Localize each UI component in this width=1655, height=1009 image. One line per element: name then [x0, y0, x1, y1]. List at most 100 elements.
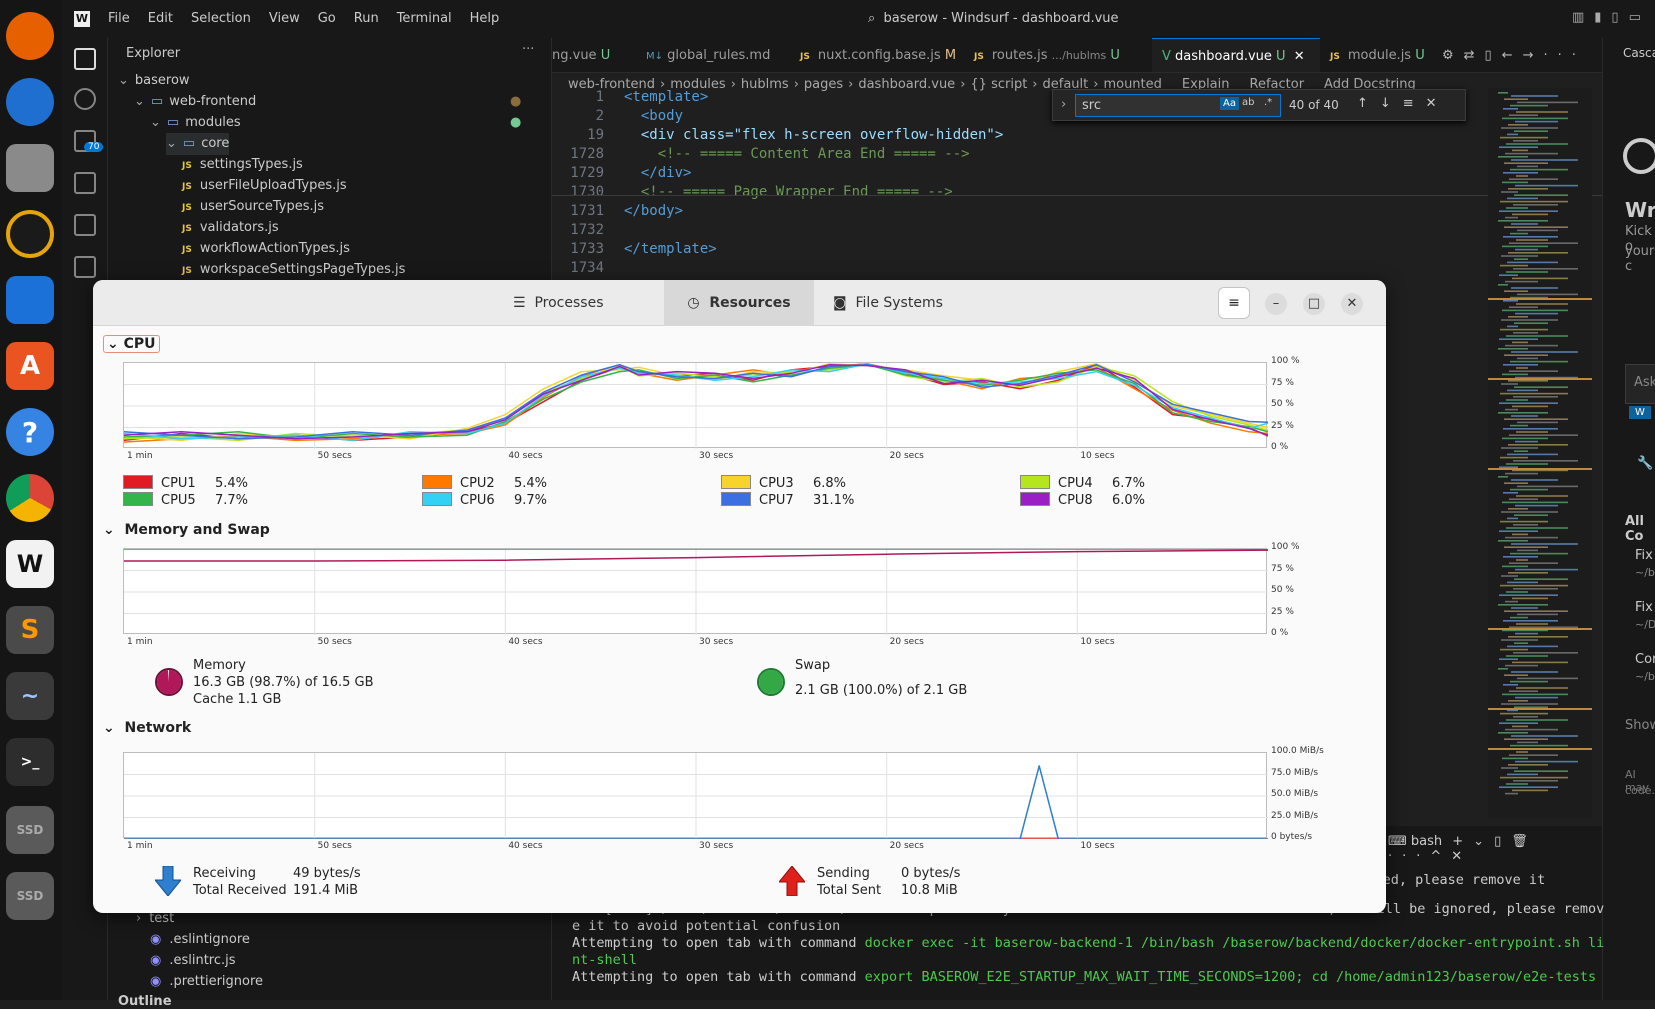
- terminal-icon[interactable]: >_: [6, 738, 54, 786]
- tab-global-rules[interactable]: M↓ global_rules.md: [636, 38, 780, 72]
- code-line[interactable]: 1728 <!-- ===== Content Area End ===== -…: [552, 145, 969, 164]
- ssd-drive-icon-2[interactable]: SSD: [6, 872, 54, 920]
- terminal-tab[interactable]: ⌨ bash +⌄▯🗑···^✕: [1388, 834, 1602, 864]
- wrench-icon[interactable]: 🔧: [1637, 456, 1654, 471]
- system-monitor-icon[interactable]: ~: [6, 672, 54, 720]
- app-center-icon[interactable]: A: [6, 342, 54, 390]
- code-line[interactable]: 1730 <!-- ===== Page Wrapper End ===== -…: [552, 183, 952, 202]
- codelens-action[interactable]: Explain: [1181, 77, 1230, 92]
- explorer-icon[interactable]: [74, 48, 96, 70]
- tab-processes[interactable]: ☰ Processes: [513, 280, 603, 326]
- editor-actions[interactable]: ⚙⇄▯←→···: [1442, 48, 1586, 63]
- close-tab-icon[interactable]: ✕: [1293, 49, 1305, 64]
- find-navigation-icons[interactable]: ↑↓≡✕: [1357, 96, 1449, 111]
- cpu-color-swatch[interactable]: [721, 492, 751, 506]
- tab-routes[interactable]: JS routes.js .../hublms U: [964, 38, 1130, 72]
- cpu-section-header[interactable]: ⌄ CPU: [103, 335, 160, 353]
- breadcrumb-item[interactable]: default: [1042, 77, 1089, 92]
- code-line[interactable]: 1733 </template>: [552, 240, 716, 259]
- code-line[interactable]: 2 <body: [552, 107, 683, 126]
- file-item[interactable]: JS settingsTypes.js: [182, 154, 303, 176]
- breadcrumb-item[interactable]: {} script: [970, 77, 1028, 92]
- show-more-link[interactable]: Show: [1625, 718, 1655, 733]
- sublime-text-icon[interactable]: S: [6, 606, 54, 654]
- extensions-icon[interactable]: [74, 256, 96, 278]
- run-debug-icon[interactable]: [74, 172, 96, 194]
- regex-icon[interactable]: .*: [1264, 97, 1273, 108]
- more-actions-icon[interactable]: ···: [522, 42, 535, 57]
- help-icon[interactable]: ?: [6, 408, 54, 456]
- folder-item[interactable]: ⌄ baserow: [118, 70, 190, 92]
- code-line[interactable]: 1729 </div>: [552, 164, 691, 183]
- minimize-icon[interactable]: –: [1265, 293, 1287, 315]
- outline-section[interactable]: Outline: [118, 994, 172, 1009]
- windsurf-icon[interactable]: W: [6, 540, 54, 588]
- menu-file[interactable]: File: [108, 11, 130, 26]
- cascade-tab[interactable]: Cascade: [1623, 46, 1655, 60]
- maximize-icon[interactable]: □: [1303, 293, 1325, 315]
- menu-terminal[interactable]: Terminal: [396, 11, 452, 26]
- thunderbird-icon[interactable]: [6, 78, 54, 126]
- cpu-color-swatch[interactable]: [721, 475, 751, 489]
- terminal-actions-icons[interactable]: +⌄▯🗑···^✕: [1388, 834, 1538, 864]
- network-section-header[interactable]: ⌄ Network: [103, 720, 191, 736]
- codelens-action[interactable]: Add Docstring: [1324, 77, 1416, 92]
- tab-nuxt-config[interactable]: JS nuxt.config.base.js M: [790, 38, 966, 72]
- code-line[interactable]: 1732: [552, 221, 624, 240]
- cpu-color-swatch[interactable]: [1020, 475, 1050, 489]
- codelens-action[interactable]: Refactor: [1249, 77, 1305, 92]
- cpu-color-swatch[interactable]: [422, 475, 452, 489]
- breadcrumb-item[interactable]: mounted: [1103, 77, 1162, 92]
- code-line[interactable]: 1734: [552, 259, 624, 278]
- file-item[interactable]: JS workflowActionTypes.js: [182, 238, 350, 260]
- hamburger-menu-icon[interactable]: ≡: [1218, 287, 1250, 319]
- menu-view[interactable]: View: [268, 11, 300, 26]
- menu-selection[interactable]: Selection: [190, 11, 251, 26]
- tab-ng-vue[interactable]: ng.vue U: [552, 38, 620, 72]
- layout-icons[interactable]: ▥▮▯▭: [1572, 10, 1651, 25]
- breadcrumb-item[interactable]: dashboard.vue: [858, 77, 956, 92]
- breadcrumb-item[interactable]: pages: [803, 77, 844, 92]
- file-item[interactable]: ◉ .eslintignore: [150, 929, 250, 951]
- breadcrumb-item[interactable]: hublms: [740, 77, 789, 92]
- breadcrumb-item[interactable]: modules: [670, 77, 726, 92]
- file-item[interactable]: JS workspaceSettingsPageTypes.js: [182, 259, 405, 281]
- folder-item[interactable]: ⌄ ▭ modules ●: [150, 112, 521, 134]
- toggle-replace-icon[interactable]: ›: [1061, 97, 1067, 112]
- tab-dashboard-vue[interactable]: V dashboard.vue U ✕: [1152, 38, 1320, 72]
- breadcrumb-item[interactable]: web-frontend: [568, 77, 655, 92]
- conversation-2-title[interactable]: Fix: [1635, 600, 1653, 615]
- cascade-ask-input[interactable]: Ask: [1625, 364, 1655, 404]
- cpu-color-swatch[interactable]: [123, 492, 153, 506]
- match-case-icon[interactable]: Aa: [1220, 97, 1239, 110]
- chrome-icon[interactable]: [6, 474, 54, 522]
- tab-file-systems[interactable]: ◙ File Systems: [833, 280, 943, 326]
- menu-run[interactable]: Run: [353, 11, 379, 26]
- code-line[interactable]: 1731 </body>: [552, 202, 683, 221]
- close-icon[interactable]: ✕: [1341, 293, 1363, 315]
- minimap[interactable]: [1488, 88, 1592, 818]
- file-item[interactable]: JS userFileUploadTypes.js: [182, 175, 347, 197]
- file-item[interactable]: ◉ .eslintrc.js: [150, 950, 236, 972]
- cpu-color-swatch[interactable]: [422, 492, 452, 506]
- cpu-color-swatch[interactable]: [123, 475, 153, 489]
- remote-explorer-icon[interactable]: [74, 214, 96, 236]
- find-input[interactable]: src Aa ab .*: [1075, 94, 1281, 117]
- folder-item[interactable]: ⌄ ▭ core: [166, 133, 230, 155]
- menu-edit[interactable]: Edit: [147, 11, 173, 26]
- folder-item[interactable]: ⌄ ▭ web-frontend ●: [134, 91, 521, 113]
- whole-word-icon[interactable]: ab: [1242, 97, 1255, 108]
- command-center[interactable]: ⌕ baserow - Windsurf - dashboard.vue: [868, 11, 1119, 26]
- tab-resources[interactable]: ◷ Resources: [664, 280, 814, 326]
- conversation-3-title[interactable]: Cor: [1635, 652, 1655, 667]
- cpu-color-swatch[interactable]: [1020, 492, 1050, 506]
- memory-section-header[interactable]: ⌄ Memory and Swap: [103, 522, 270, 538]
- file-item[interactable]: JS validators.js: [182, 217, 279, 239]
- cascade-mode-badge[interactable]: W: [1629, 406, 1651, 419]
- conversation-1-title[interactable]: Fix: [1635, 548, 1653, 563]
- firefox-icon[interactable]: [6, 12, 54, 60]
- menu-help[interactable]: Help: [469, 11, 500, 26]
- ssd-drive-icon[interactable]: SSD: [6, 806, 54, 854]
- menu-go[interactable]: Go: [317, 11, 336, 26]
- code-line[interactable]: 19 <div class="flex h-screen overflow-hi…: [552, 126, 1003, 145]
